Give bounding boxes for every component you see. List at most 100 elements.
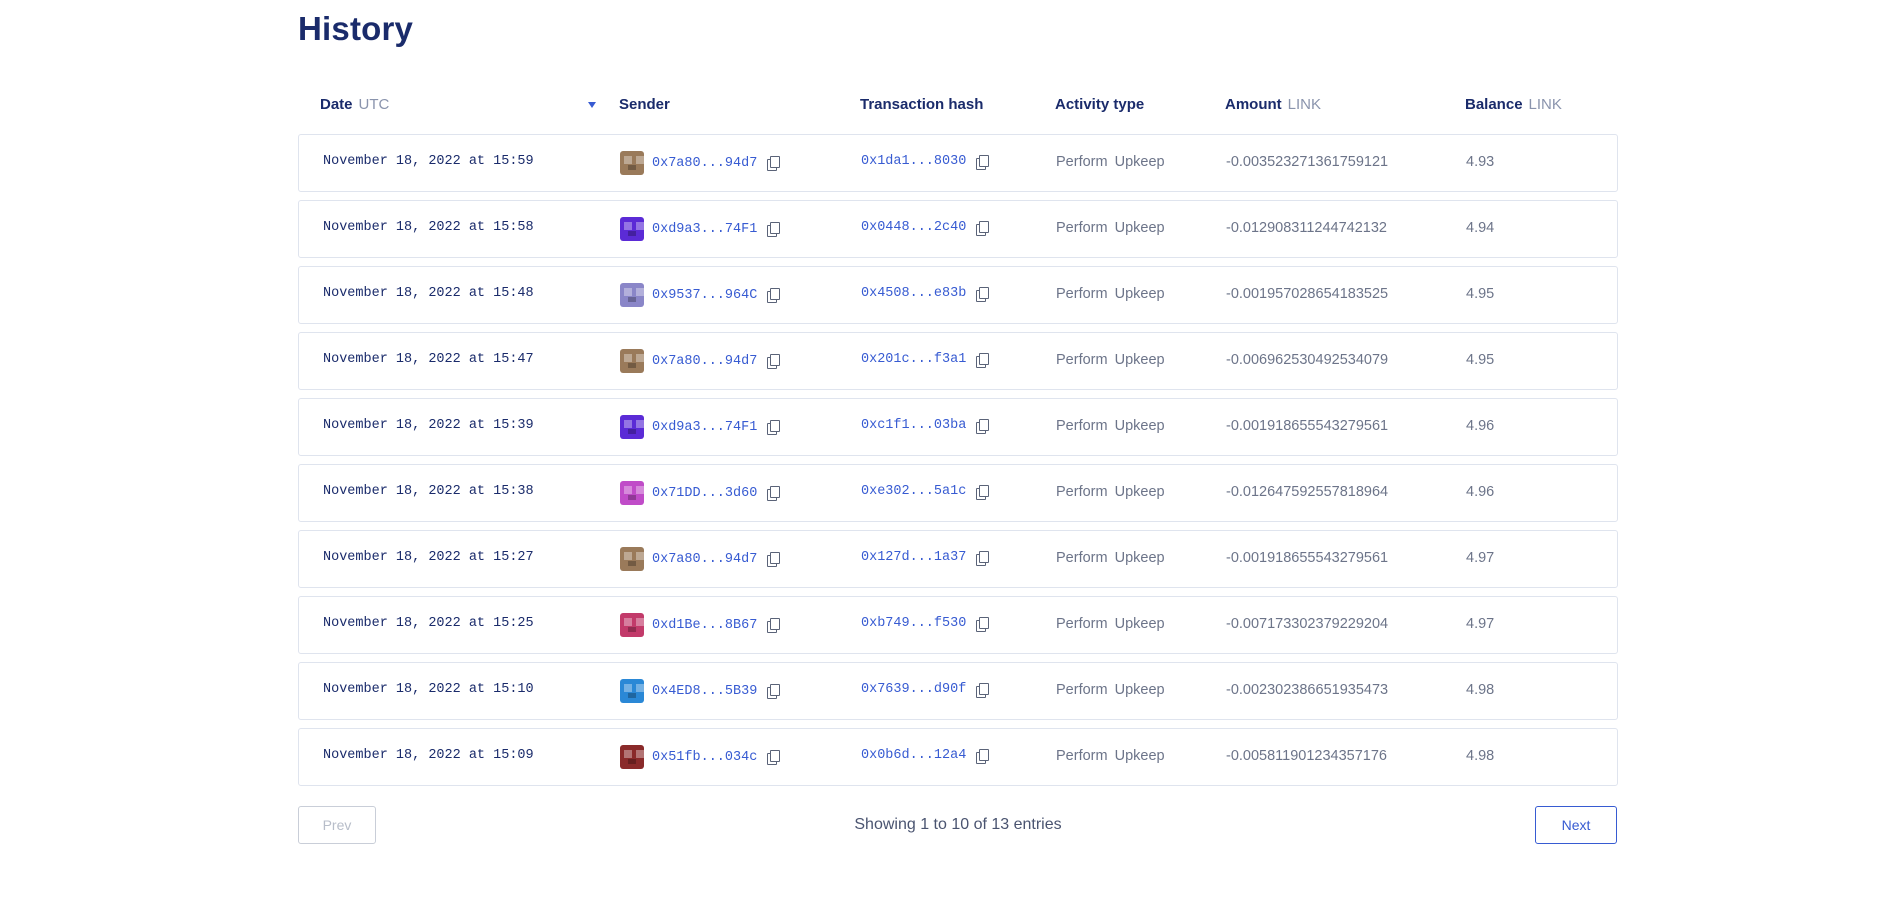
row-sender: 0xd9a3...74F1 (620, 217, 781, 241)
balance-header-unit: LINK (1528, 96, 1562, 113)
copy-icon[interactable] (767, 750, 781, 765)
transaction-hash-link[interactable]: 0xe302...5a1c (861, 484, 967, 499)
row-balance: 4.93 (1466, 154, 1495, 170)
row-sender: 0x7a80...94d7 (620, 547, 781, 571)
entries-summary: Showing 1 to 10 of 13 entries (854, 816, 1062, 833)
transaction-hash-link[interactable]: 0x127d...1a37 (861, 550, 967, 565)
table-row: November 18, 2022 at 15:38 0x71DD...3d60… (298, 464, 1618, 522)
sender-address-link[interactable]: 0x7a80...94d7 (652, 353, 758, 369)
prev-button[interactable]: Prev (298, 806, 376, 844)
row-date: November 18, 2022 at 15:27 (323, 550, 534, 565)
row-amount: -0.007173302379229204 (1226, 616, 1389, 632)
row-sender: 0x9537...964C (620, 283, 781, 307)
copy-icon[interactable] (767, 354, 781, 369)
transaction-hash-link[interactable]: 0x201c...f3a1 (861, 352, 967, 367)
date-header-unit: UTC (358, 96, 390, 113)
row-date: November 18, 2022 at 15:59 (323, 154, 534, 169)
row-amount: -0.012647592557818964 (1226, 484, 1389, 500)
table-row: November 18, 2022 at 15:10 0x4ED8...5B39… (298, 662, 1618, 720)
sender-address-link[interactable]: 0x7a80...94d7 (652, 155, 758, 171)
copy-icon[interactable] (976, 220, 990, 236)
copy-icon[interactable] (767, 420, 781, 435)
row-transaction-hash: 0x4508...e83b (861, 286, 990, 302)
sender-avatar (620, 679, 644, 703)
transaction-hash-link[interactable]: 0x4508...e83b (861, 286, 967, 301)
row-activity-type: Perform Upkeep (1056, 748, 1165, 764)
row-amount: -0.001918655543279561 (1226, 550, 1389, 566)
row-activity-type: Perform Upkeep (1056, 616, 1165, 632)
row-sender: 0xd9a3...74F1 (620, 415, 781, 439)
row-amount: -0.005811901234357176 (1226, 748, 1388, 764)
amount-header-unit: LINK (1287, 96, 1322, 113)
sender-address-link[interactable]: 0x4ED8...5B39 (652, 683, 758, 699)
row-sender: 0x71DD...3d60 (620, 481, 781, 505)
row-amount: -0.002302386651935473 (1226, 682, 1389, 698)
copy-icon[interactable] (767, 222, 781, 237)
column-header-amount: Amount LINK (1225, 96, 1321, 113)
row-balance: 4.97 (1466, 616, 1495, 632)
sender-address-link[interactable]: 0x51fb...034c (652, 749, 758, 765)
sender-address-link[interactable]: 0xd1Be...8B67 (652, 617, 758, 633)
sender-avatar (620, 547, 644, 571)
row-balance: 4.98 (1466, 682, 1495, 698)
copy-icon[interactable] (976, 352, 990, 368)
row-activity-type: Perform Upkeep (1056, 220, 1165, 236)
copy-icon[interactable] (976, 550, 990, 566)
row-balance: 4.95 (1466, 352, 1495, 368)
row-sender: 0x51fb...034c (620, 745, 781, 769)
row-transaction-hash: 0x127d...1a37 (861, 550, 990, 566)
sender-avatar (620, 217, 644, 241)
copy-icon[interactable] (767, 618, 781, 633)
copy-icon[interactable] (976, 484, 990, 500)
copy-icon[interactable] (767, 288, 781, 303)
row-amount: -0.012908311244742132 (1226, 220, 1388, 236)
sender-address-link[interactable]: 0x9537...964C (652, 287, 758, 303)
row-date: November 18, 2022 at 15:25 (323, 616, 534, 631)
table-row: November 18, 2022 at 15:09 0x51fb...034c… (298, 728, 1618, 786)
transaction-hash-link[interactable]: 0x7639...d90f (861, 682, 967, 697)
next-button[interactable]: Next (1535, 806, 1617, 844)
row-activity-type: Perform Upkeep (1056, 682, 1165, 698)
row-transaction-hash: 0x1da1...8030 (861, 154, 990, 170)
sender-address-link[interactable]: 0xd9a3...74F1 (652, 221, 758, 237)
copy-icon[interactable] (976, 748, 990, 764)
row-transaction-hash: 0x7639...d90f (861, 682, 990, 698)
copy-icon[interactable] (767, 684, 781, 699)
copy-icon[interactable] (976, 682, 990, 698)
row-date: November 18, 2022 at 15:47 (323, 352, 534, 367)
sender-avatar (620, 415, 644, 439)
table-header: Date UTC Sender Transaction hash Activity… (298, 94, 1618, 116)
table-row: November 18, 2022 at 15:25 0xd1Be...8B67… (298, 596, 1618, 654)
column-header-date[interactable]: Date UTC (320, 96, 389, 113)
copy-icon[interactable] (767, 156, 781, 171)
copy-icon[interactable] (976, 418, 990, 434)
row-activity-type: Perform Upkeep (1056, 484, 1165, 500)
transaction-hash-link[interactable]: 0x0b6d...12a4 (861, 748, 967, 763)
transaction-hash-link[interactable]: 0xc1f1...03ba (861, 418, 967, 433)
table-row: November 18, 2022 at 15:58 0xd9a3...74F1… (298, 200, 1618, 258)
sort-descending-icon[interactable] (588, 102, 596, 108)
table-row: November 18, 2022 at 15:39 0xd9a3...74F1… (298, 398, 1618, 456)
row-balance: 4.94 (1466, 220, 1495, 236)
column-header-transaction-hash: Transaction hash (860, 96, 984, 113)
sender-address-link[interactable]: 0x71DD...3d60 (652, 485, 758, 501)
column-header-activity-type: Activity type (1055, 96, 1145, 113)
row-transaction-hash: 0x0448...2c40 (861, 220, 990, 236)
copy-icon[interactable] (976, 286, 990, 302)
row-activity-type: Perform Upkeep (1056, 550, 1165, 566)
sender-address-link[interactable]: 0xd9a3...74F1 (652, 419, 758, 435)
copy-icon[interactable] (767, 486, 781, 501)
sender-avatar (620, 613, 644, 637)
copy-icon[interactable] (767, 552, 781, 567)
transaction-hash-link[interactable]: 0x1da1...8030 (861, 154, 967, 169)
transaction-hash-link[interactable]: 0x0448...2c40 (861, 220, 967, 235)
sender-avatar (620, 481, 644, 505)
transaction-hash-link[interactable]: 0xb749...f530 (861, 616, 967, 631)
row-balance: 4.98 (1466, 748, 1495, 764)
sender-address-link[interactable]: 0x7a80...94d7 (652, 551, 758, 567)
column-header-sender: Sender (619, 96, 670, 113)
copy-icon[interactable] (976, 154, 990, 170)
row-date: November 18, 2022 at 15:38 (323, 484, 534, 499)
copy-icon[interactable] (976, 616, 990, 632)
table-row: November 18, 2022 at 15:47 0x7a80...94d7… (298, 332, 1618, 390)
